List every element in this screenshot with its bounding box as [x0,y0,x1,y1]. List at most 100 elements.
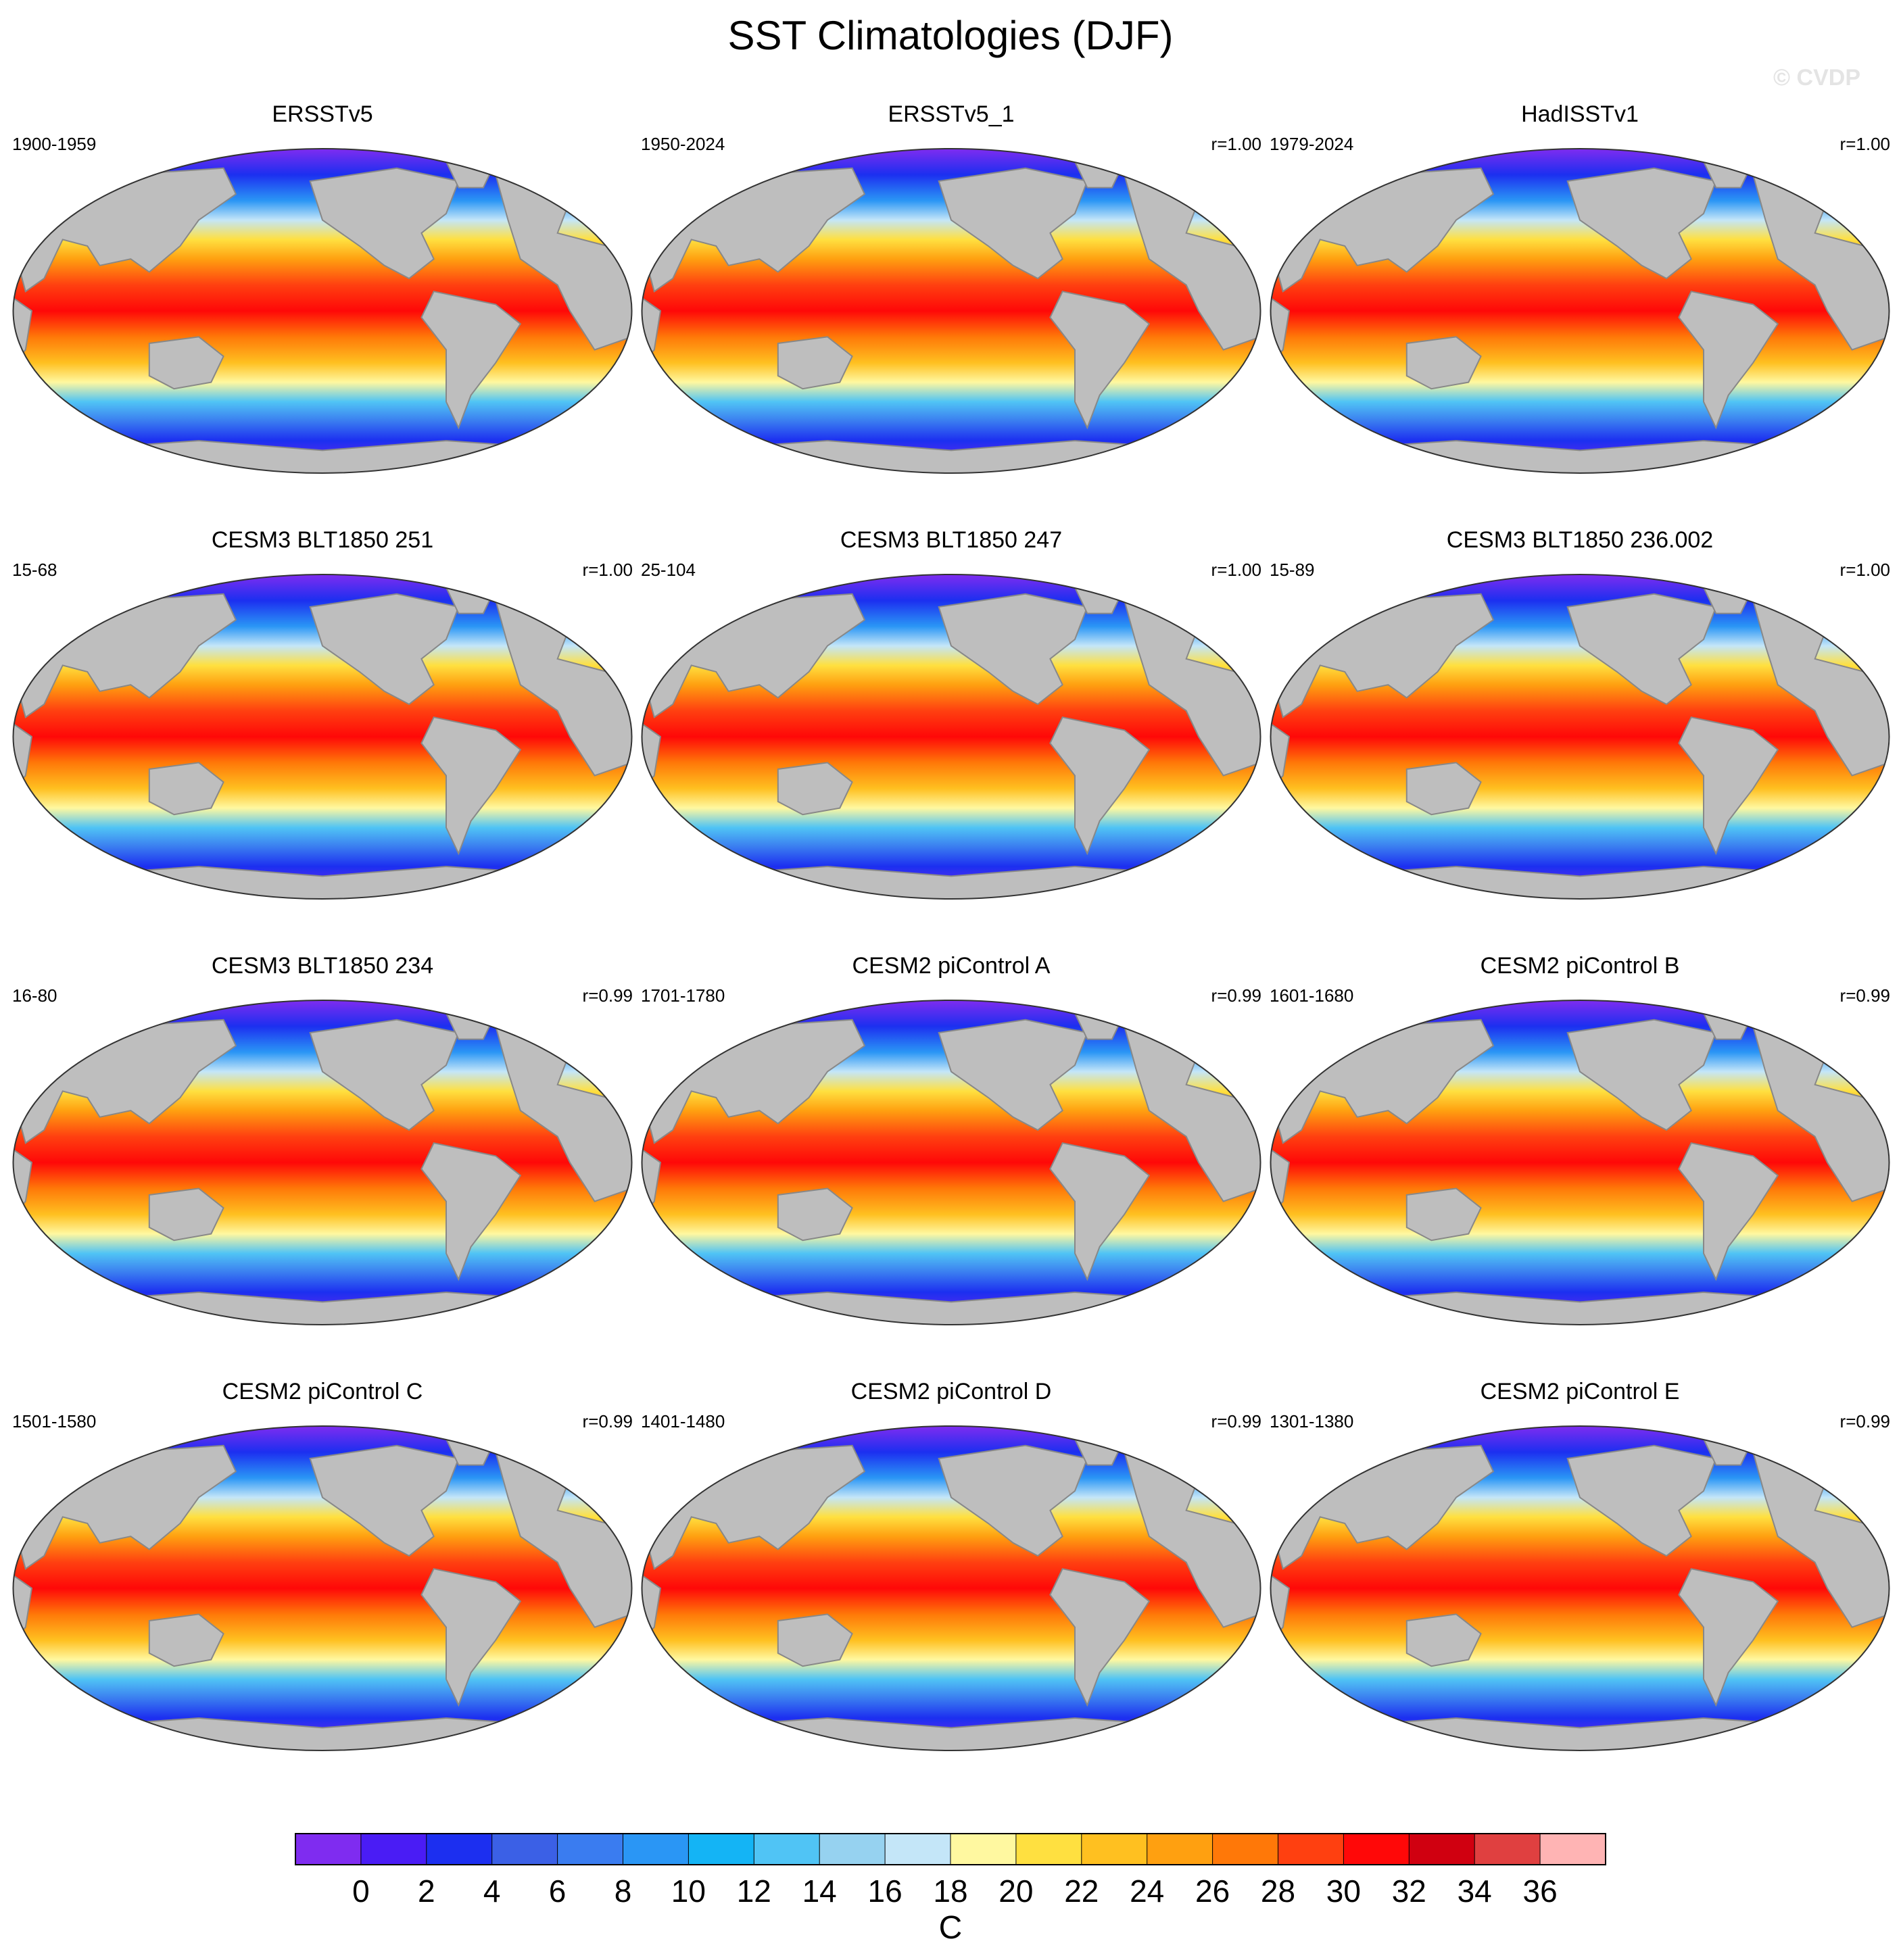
colorbar-swatch [491,1834,558,1865]
south-america-land [1049,716,1151,856]
colorbar-swatch [819,1834,886,1865]
north-america-land [938,167,1088,280]
colorbar-swatch [295,1834,362,1865]
colorbar-tick-label: 14 [802,1873,837,1909]
colorbar-unit: C [938,1910,963,1946]
colorbar-tick-label: 34 [1457,1873,1492,1909]
panel-period: 15-68 [12,560,57,580]
australia-land [148,762,224,816]
colorbar-swatch [1015,1834,1082,1865]
colorbar-swatch [950,1834,1017,1865]
map-border [1270,1425,1890,1751]
south-america-land [420,716,522,856]
robinson-map [641,1425,1261,1751]
colorbar-tick-label: 4 [483,1873,501,1909]
colorbar-tick-label: 24 [1130,1873,1165,1909]
robinson-map [1270,148,1890,474]
robinson-map [641,148,1261,474]
colorbar-swatch [1474,1834,1541,1865]
south-america-land [1049,1568,1151,1707]
map-border [641,148,1261,474]
colorbar-tick-label: 2 [418,1873,435,1909]
south-america-land [1678,716,1779,856]
map-panel: CESM2 piControl B 1601-1680 r=0.99 [1266,953,1894,1379]
panel-period: 1950-2024 [641,134,725,154]
map-border [12,148,633,474]
north-america-land [309,593,460,706]
south-america-land [1678,1142,1779,1281]
panel-title: CESM3 BLT1850 251 [211,527,434,553]
panel-period: 1900-1959 [12,134,97,154]
map-panel: ERSSTv5 1900-1959 [8,101,637,527]
north-america-land [309,1019,460,1131]
colorbar-swatch [688,1834,754,1865]
map-panel: CESM2 piControl E 1301-1380 r=0.99 [1266,1379,1894,1805]
north-america-land [309,1444,460,1557]
panel-correlation: r=0.99 [582,985,633,1006]
colorbar-swatch [557,1834,623,1865]
map-border [12,1425,633,1751]
map-panel: CESM2 piControl C 1501-1580 r=0.99 [8,1379,637,1805]
colorbar-tick-label: 32 [1391,1873,1426,1909]
panel-period: 1979-2024 [1270,134,1354,154]
colorbar-swatch [1540,1834,1606,1865]
south-america-land [1049,1142,1151,1281]
north-america-land [1566,1019,1717,1131]
north-america-land [1566,167,1717,280]
north-america-land [938,1444,1088,1557]
colorbar-tick-label: 10 [671,1873,706,1909]
map-border [1270,574,1890,900]
australia-land [777,1187,853,1242]
panel-correlation: r=0.99 [1211,985,1261,1006]
australia-land [148,1613,224,1667]
panel-period: 1501-1580 [12,1411,97,1431]
south-america-land [1678,1568,1779,1707]
colorbar-tick-label: 26 [1195,1873,1230,1909]
map-border [641,574,1261,900]
panel-period: 1301-1380 [1270,1411,1354,1431]
australia-land [1405,1187,1482,1242]
south-america-land [420,1568,522,1707]
colorbar-tick-label: 8 [614,1873,632,1909]
map-border [641,1425,1261,1751]
robinson-map [12,148,633,474]
colorbar-swatch [1081,1834,1148,1865]
panel-period: 1401-1480 [641,1411,725,1431]
panel-title: CESM2 piControl A [852,953,1051,979]
map-panel: CESM3 BLT1850 234 16-80 r=0.99 [8,953,637,1379]
panel-title: HadISSTv1 [1521,101,1639,127]
colorbar-swatch [360,1834,427,1865]
robinson-map [12,1425,633,1751]
panel-period: 1601-1680 [1270,985,1354,1006]
colorbar-swatch [1343,1834,1410,1865]
australia-land [148,336,224,390]
panel-title: CESM2 piControl E [1480,1379,1680,1404]
panel-title: CESM2 piControl C [222,1379,423,1404]
colorbar-tick-label: 20 [998,1873,1034,1909]
panel-correlation: r=0.99 [582,1411,633,1431]
map-border [12,1000,633,1325]
panel-correlation: r=1.00 [1211,134,1261,154]
colorbar-swatch [1278,1834,1344,1865]
north-america-land [938,1019,1088,1131]
north-america-land [938,593,1088,706]
australia-land [148,1187,224,1242]
map-panel: ERSSTv5_1 1950-2024 r=1.00 [637,101,1266,527]
map-border [1270,148,1890,474]
panel-period: 16-80 [12,985,57,1006]
colorbar-swatch [754,1834,820,1865]
australia-land [777,1613,853,1667]
robinson-map [12,574,633,900]
colorbar-swatch [1212,1834,1278,1865]
panel-title: CESM3 BLT1850 234 [211,953,434,979]
colorbar-tick-label: 28 [1260,1873,1296,1909]
colorbar-tick-label: 36 [1522,1873,1558,1909]
panel-title: CESM3 BLT1850 247 [840,527,1063,553]
panel-period: 25-104 [641,560,696,580]
south-america-land [1049,291,1151,430]
panel-correlation: r=0.99 [1839,1411,1890,1431]
colorbar-tick-label: 6 [548,1873,567,1909]
panel-correlation: r=1.00 [582,560,633,580]
north-america-land [1566,1444,1717,1557]
map-panel: CESM2 piControl A 1701-1780 r=0.99 [637,953,1266,1379]
